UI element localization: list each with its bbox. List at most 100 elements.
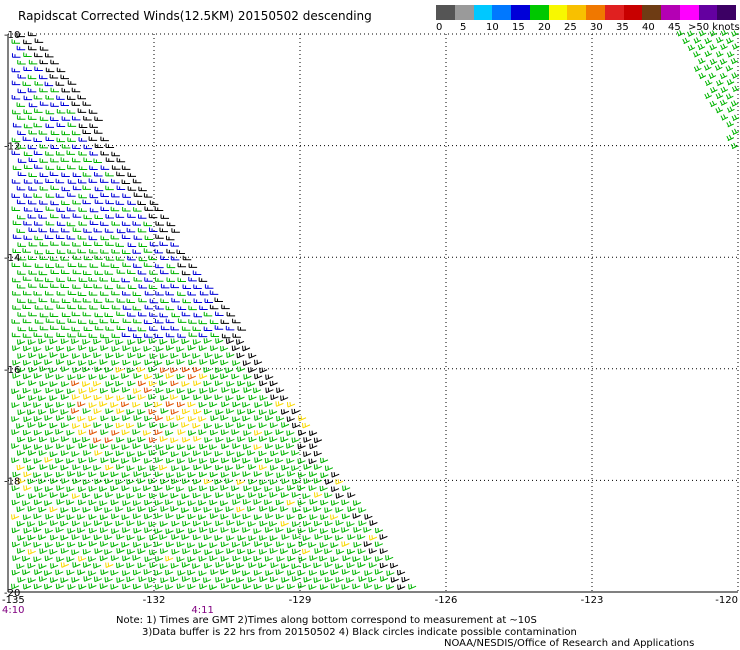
wind-barb — [71, 394, 80, 400]
wind-barb — [77, 416, 86, 422]
wind-barb — [154, 528, 163, 535]
wind-barb — [281, 534, 290, 540]
wind-barb — [292, 507, 301, 513]
wind-barb — [275, 527, 284, 533]
wind-barb — [126, 367, 135, 374]
wind-barb — [192, 423, 201, 429]
wind-barb — [297, 583, 306, 589]
wind-barb — [116, 577, 125, 583]
wind-barb — [27, 506, 36, 512]
wind-barb — [187, 290, 197, 296]
wind-barb — [55, 263, 65, 268]
wind-barb — [225, 422, 234, 429]
wind-barb — [231, 457, 241, 463]
wind-barb — [38, 436, 48, 443]
wind-barb — [78, 165, 88, 171]
wind-barb — [94, 478, 103, 485]
wind-barb — [16, 284, 26, 289]
wind-barb — [176, 359, 185, 365]
wind-barb — [716, 79, 724, 87]
wind-barb — [237, 380, 246, 387]
wind-barb — [275, 457, 284, 464]
wind-barb — [198, 402, 207, 408]
wind-barb — [16, 506, 25, 513]
wind-barb — [210, 332, 220, 337]
wind-barb — [137, 465, 146, 472]
wind-barb — [104, 284, 114, 290]
wind-barb — [357, 562, 366, 568]
wind-barb — [226, 437, 235, 443]
wind-barb — [115, 562, 125, 569]
wind-barb — [171, 312, 181, 318]
wind-barb — [232, 401, 241, 408]
wind-barb — [121, 444, 130, 451]
wind-barb — [122, 500, 131, 506]
wind-barb — [12, 555, 21, 562]
wind-barb — [67, 402, 76, 408]
wind-barb — [111, 165, 121, 170]
wind-barb — [243, 485, 252, 492]
wind-barb — [281, 577, 290, 583]
wind-barb — [138, 256, 148, 262]
wind-barb — [83, 521, 92, 528]
wind-barb — [209, 584, 218, 591]
wind-barb — [297, 500, 306, 506]
wind-barb — [301, 548, 311, 555]
wind-barb — [50, 130, 60, 135]
wind-barb — [11, 332, 21, 338]
wind-barb — [16, 563, 25, 570]
wind-barb — [258, 450, 267, 457]
wind-barb — [39, 366, 48, 372]
wind-barb — [319, 584, 329, 590]
wind-barb — [34, 276, 44, 282]
wind-barb — [82, 464, 92, 471]
wind-barb — [138, 186, 147, 192]
wind-barb — [247, 464, 257, 470]
wind-barb — [143, 458, 153, 464]
wind-barb — [137, 200, 146, 205]
wind-barb — [181, 326, 191, 331]
wind-barb — [324, 465, 334, 472]
wind-barb — [258, 464, 268, 471]
wind-barb — [45, 387, 54, 394]
wind-barb — [88, 415, 97, 422]
wind-barb — [187, 556, 196, 563]
wind-barb — [110, 542, 119, 548]
wind-barb — [209, 555, 218, 562]
wind-barb — [33, 472, 42, 478]
wind-barb — [38, 227, 48, 233]
wind-barb — [397, 584, 406, 591]
wind-barb — [253, 415, 263, 421]
wind-barb — [82, 129, 91, 134]
wind-barb — [121, 429, 130, 436]
wind-barb — [78, 541, 87, 548]
wind-barb — [137, 394, 146, 401]
wind-barb — [77, 178, 87, 184]
wind-barb — [408, 584, 417, 590]
wind-barb — [159, 534, 168, 540]
wind-barb — [320, 472, 329, 479]
wind-barb — [105, 143, 115, 148]
wind-barb — [731, 114, 740, 122]
wind-barb — [43, 570, 53, 576]
wind-barb — [270, 562, 279, 569]
wind-barb — [110, 374, 119, 381]
wind-barb — [88, 333, 98, 338]
wind-barb — [148, 394, 157, 400]
wind-barb — [50, 283, 59, 288]
wind-barb — [110, 402, 119, 408]
wind-barb — [104, 451, 114, 457]
wind-barb — [12, 373, 21, 379]
wind-barb — [166, 415, 175, 422]
wind-barb — [235, 339, 245, 345]
legend-swatch — [604, 5, 624, 20]
wind-barb — [203, 423, 213, 429]
wind-barb — [104, 521, 113, 527]
wind-barb — [121, 514, 130, 521]
wind-barb — [28, 367, 37, 373]
wind-barb — [209, 542, 218, 549]
wind-barb — [55, 569, 64, 576]
wind-barb — [203, 380, 212, 387]
wind-barb — [144, 556, 153, 563]
wind-barb — [209, 444, 218, 451]
